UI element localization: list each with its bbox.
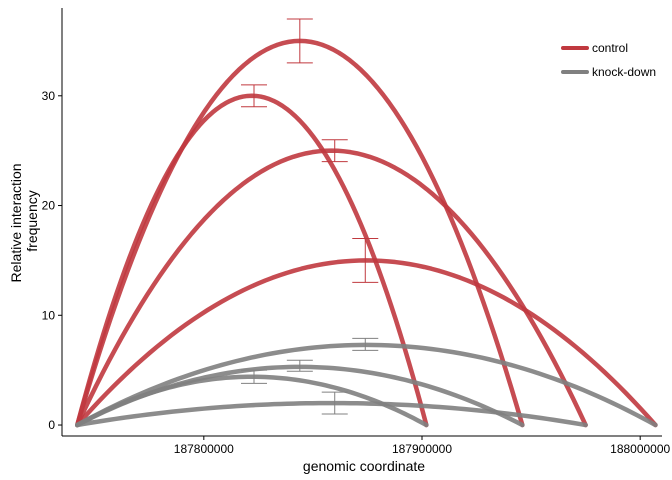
- error-bar-control-3: [321, 139, 348, 163]
- x-tick-label: 187800000: [174, 442, 234, 456]
- y-axis-title-line-1: Relative interaction: [8, 163, 24, 282]
- y-tick-label: 30: [42, 89, 56, 103]
- x-tick-label: 188000000: [610, 442, 670, 456]
- error-bar-knock-down-3: [321, 391, 348, 415]
- y-tick-label: 0: [48, 418, 55, 432]
- error-bar-knock-down-1: [241, 369, 267, 384]
- error-bar-knock-down-4: [352, 337, 379, 351]
- x-axis-ticks: 187800000 187900000 188000000: [174, 436, 671, 456]
- legend-label-control: control: [592, 41, 628, 55]
- error-bar-control-1: [241, 84, 267, 108]
- y-tick-label: 10: [42, 308, 56, 322]
- arc-control-4: [75, 258, 658, 428]
- y-axis-title-line-2: frequency: [24, 190, 40, 251]
- y-axis-ticks: 0 10 20 30: [42, 89, 62, 432]
- arc-knock-down-3: [75, 400, 588, 428]
- legend: control knock-down: [561, 41, 656, 79]
- y-axis-title: Relative interaction frequency: [8, 160, 40, 283]
- error-bar-control-2: [286, 18, 313, 64]
- error-bar-control-4: [352, 237, 379, 283]
- y-tick-label: 20: [42, 199, 56, 213]
- arc-control-3: [75, 148, 588, 428]
- x-axis-title: genomic coordinate: [303, 458, 425, 474]
- legend-label-knock-down: knock-down: [592, 65, 656, 79]
- arc-knock-down-4: [75, 342, 658, 428]
- error-bars-group: [241, 18, 379, 415]
- x-tick-label: 187900000: [392, 442, 452, 456]
- error-bar-knock-down-2: [286, 359, 313, 372]
- arc-control-1: [75, 93, 429, 428]
